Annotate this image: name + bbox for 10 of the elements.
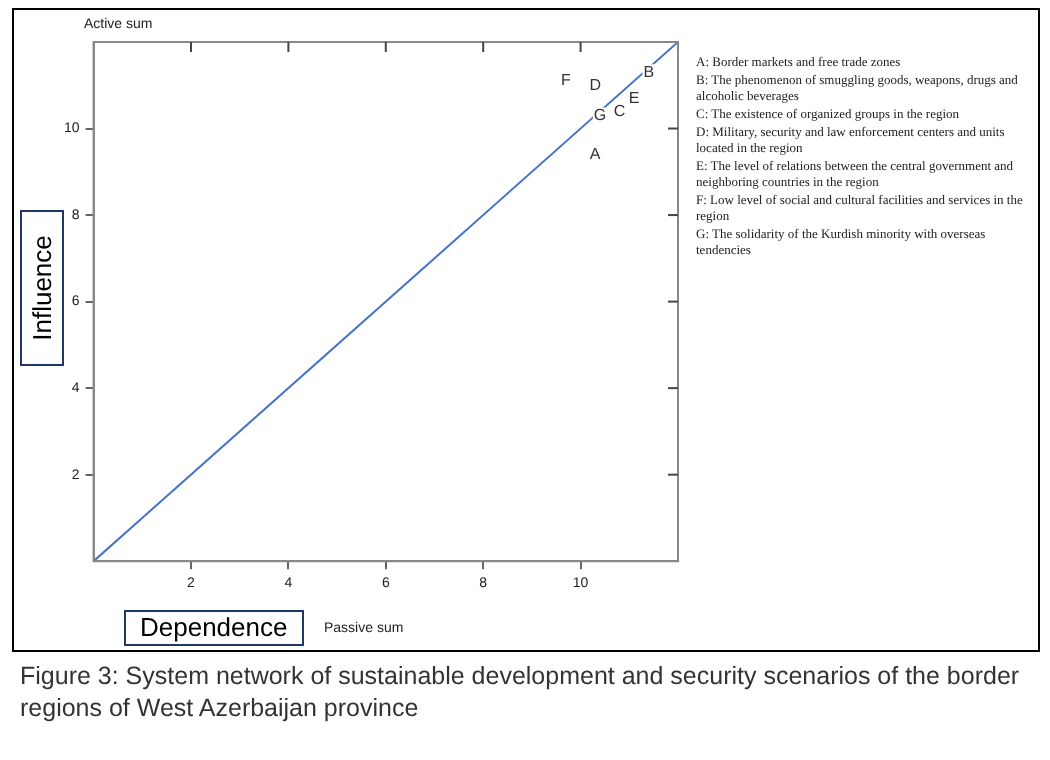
caption: Figure 3: System network of sustainable development and security scenarios of the border regions of West Azerbaijan province xyxy=(20,660,1022,724)
text: E xyxy=(628,88,640,107)
text: C xyxy=(613,101,626,120)
text: B xyxy=(643,62,655,81)
text: G xyxy=(593,105,607,124)
y-axis-title: Influence xyxy=(27,235,57,341)
text: A xyxy=(589,144,602,163)
x-axis-title: Dependence xyxy=(124,610,304,646)
text: F xyxy=(561,71,572,90)
text: D xyxy=(589,75,602,94)
